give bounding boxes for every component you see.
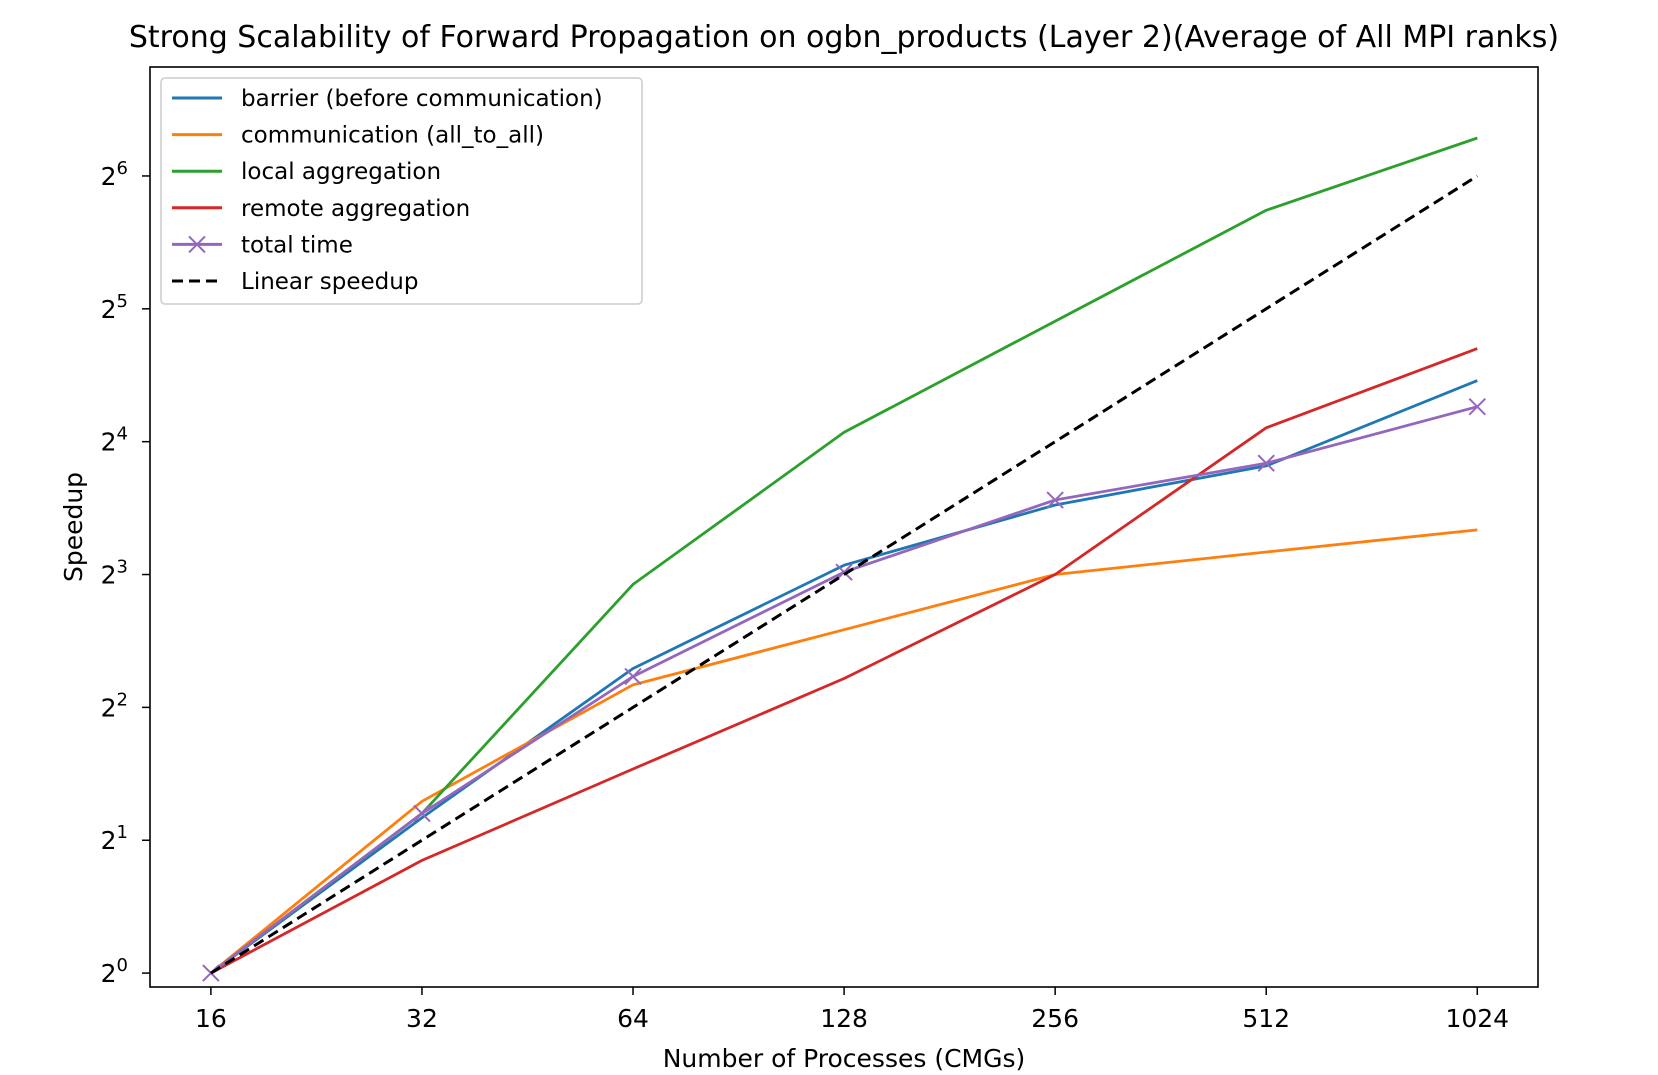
- y-tick-base: 2: [101, 295, 117, 324]
- x-tick-label: 512: [1242, 1004, 1290, 1033]
- y-tick-exponent: 5: [117, 291, 128, 312]
- legend-label: local aggregation: [241, 159, 441, 185]
- legend-label: total time: [241, 232, 353, 258]
- legend-item-total-time: total time: [172, 232, 353, 258]
- data-point-total-time: [413, 804, 431, 823]
- data-point-total-time: [1468, 398, 1486, 416]
- y-tick-label: 21: [101, 822, 128, 855]
- data-point-total-time: [1046, 491, 1064, 509]
- y-tick-base: 2: [101, 959, 117, 988]
- data-point-total-time: [202, 964, 220, 982]
- y-tick-exponent: 2: [117, 689, 128, 710]
- y-tick-exponent: 3: [117, 557, 128, 578]
- y-tick-base: 2: [101, 428, 117, 457]
- y-tick-label: 26: [101, 158, 128, 191]
- legend-item-remote-aggregation: remote aggregation: [172, 196, 470, 222]
- x-axis-label: Number of Processes (CMGs): [663, 1044, 1026, 1073]
- y-tick-base: 2: [101, 162, 117, 191]
- series-line-remote-aggregation: [210, 347, 1478, 975]
- series-line-barrier-before-communication: [210, 379, 1478, 975]
- legend-label: barrier (before communication): [241, 86, 603, 112]
- legend-label: Linear speedup: [241, 269, 418, 295]
- legend-label: remote aggregation: [241, 196, 470, 222]
- y-tick-exponent: 1: [117, 822, 128, 843]
- series-line-communication-all-to-all: [210, 528, 1478, 975]
- x-tick-label: 128: [820, 1004, 868, 1033]
- y-tick-exponent: 6: [117, 158, 128, 179]
- data-point-total-time: [1257, 454, 1275, 472]
- data-point-total-time: [624, 667, 642, 686]
- legend-item-communication-all-to-all: communication (all_to_all): [172, 123, 544, 149]
- y-tick-label: 25: [101, 291, 128, 324]
- y-axis-label: Speedup: [59, 472, 88, 582]
- x-tick-label: 32: [406, 1004, 438, 1033]
- legend-label: communication (all_to_all): [241, 123, 544, 149]
- series-lines: [202, 136, 1486, 982]
- x-tick-label: 64: [617, 1004, 649, 1033]
- legend-box: [160, 77, 643, 305]
- legend: barrier (before communication) communicat…: [160, 77, 643, 305]
- y-tick-base: 2: [101, 561, 117, 590]
- y-tick-exponent: 0: [117, 955, 128, 976]
- chart-title: Strong Scalability of Forward Propagatio…: [129, 20, 1559, 55]
- y-tick-label: 23: [101, 557, 128, 590]
- legend-item-linear-speedup: Linear speedup: [172, 269, 418, 295]
- y-tick-base: 2: [101, 826, 117, 855]
- y-tick-exponent: 4: [117, 424, 128, 445]
- y-tick-label: 24: [101, 424, 128, 457]
- series-line-linear-speedup: [210, 174, 1479, 975]
- y-tick-label: 22: [101, 689, 128, 722]
- legend-item-local-aggregation: local aggregation: [172, 159, 441, 185]
- x-tick-label: 16: [195, 1004, 227, 1033]
- legend-item-barrier-before-communication: barrier (before communication): [172, 86, 603, 112]
- data-point-total-time: [835, 563, 853, 581]
- x-tick-label: 1024: [1445, 1004, 1509, 1033]
- y-tick-label: 20: [101, 955, 128, 988]
- y-tick-base: 2: [101, 693, 117, 722]
- x-tick-label: 256: [1031, 1004, 1079, 1033]
- x-ticks: 16 32 64 128 256 512 1024: [195, 987, 1509, 1033]
